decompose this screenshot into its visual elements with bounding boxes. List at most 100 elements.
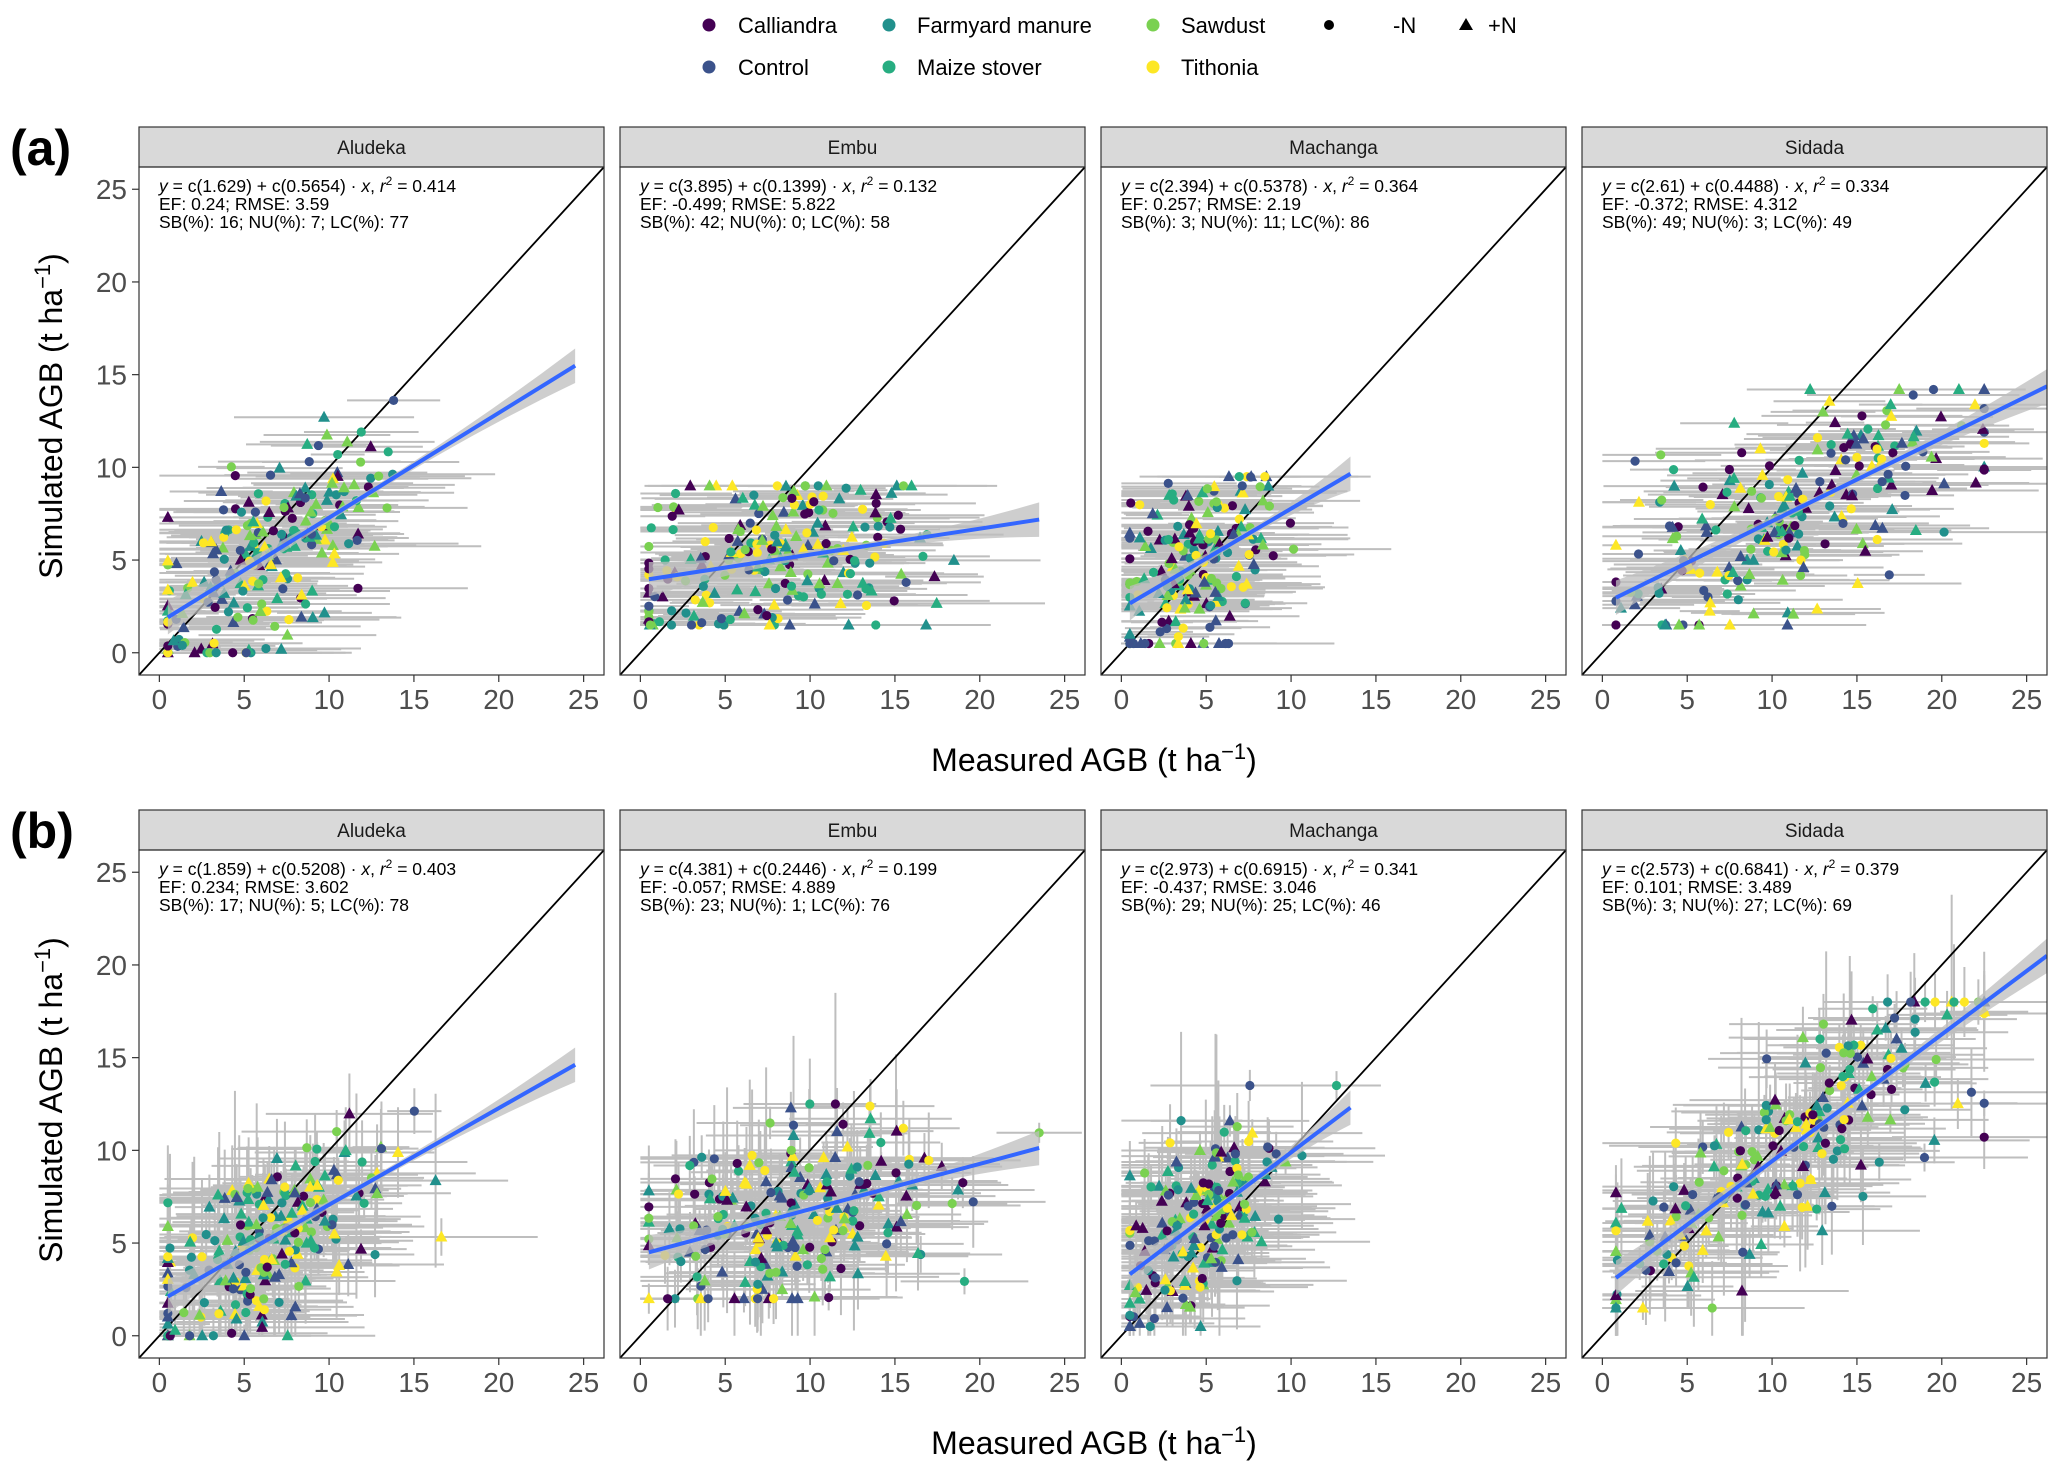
point-r1-sidada-228 [1688, 1189, 1698, 1200]
point-r1-machanga-5 [1258, 1175, 1271, 1187]
point-r0-sidada-56 [1885, 478, 1898, 490]
point-r1-aludeka-198 [161, 1220, 174, 1232]
equation-part-r0-aludeka-2: x [360, 176, 371, 196]
point-r1-sidada-73 [1906, 997, 1916, 1007]
annotation-ef-rmse-r0-aludeka: EF: 0.24; RMSE: 3.59 [159, 194, 329, 214]
point-r1-sidada-106 [1615, 1201, 1628, 1213]
equation-part-r0-sidada-1: = c(2.61) + c(0.4488) · [1611, 176, 1795, 196]
point-r0-aludeka-127 [295, 588, 308, 600]
point-r0-sidada-96 [1790, 520, 1800, 531]
point-r1-aludeka-222 [357, 1157, 367, 1167]
point-r0-sidada-171 [1852, 452, 1862, 462]
point-r1-aludeka-193 [243, 1183, 253, 1194]
equation-part-r0-embu-0: y [639, 176, 650, 196]
point-r0-embu-232 [726, 547, 736, 557]
point-r1-machanga-127 [1123, 1319, 1136, 1331]
point-r0-sidada-54 [1722, 589, 1732, 599]
point-r1-machanga-193 [1198, 1178, 1208, 1188]
point-r0-machanga-58 [1155, 627, 1165, 637]
point-r1-aludeka-132 [327, 1220, 337, 1230]
point-r0-sidada-224 [1783, 489, 1796, 501]
legend-item-control: Control [702, 55, 809, 80]
point-r1-sidada-47 [1663, 1265, 1676, 1277]
point-r0-embu-233 [861, 584, 871, 594]
point-r1-sidada-200 [1874, 1157, 1884, 1167]
point-r1-aludeka-121 [277, 1198, 287, 1208]
point-r0-sidada-112 [1703, 604, 1716, 616]
plot-area-r1-embu [620, 850, 1085, 1358]
point-r1-embu-149 [947, 1198, 957, 1209]
point-r0-embu-227 [766, 509, 779, 521]
legend-label-control: Control [738, 55, 809, 80]
point-r0-aludeka-174 [318, 410, 331, 422]
point-r0-embu-237 [787, 493, 797, 503]
annotation-sb-nu-lc-r1-embu: SB(%): 23; NU(%): 1; LC(%): 76 [640, 895, 890, 915]
point-r1-aludeka-136 [289, 1300, 302, 1312]
point-r0-embu-197 [725, 614, 735, 625]
point-r0-embu-198 [842, 589, 853, 599]
point-r1-machanga-87 [1123, 1296, 1136, 1308]
plot-area-r1-sidada [1582, 850, 2047, 1358]
point-r0-aludeka-216 [231, 525, 241, 535]
point-r0-machanga-20 [1227, 501, 1238, 511]
point-r1-machanga-158 [1232, 1276, 1242, 1286]
point-r0-sidada-142 [1926, 483, 1939, 495]
annotation-sb-nu-lc-r1-machanga: SB(%): 29; NU(%): 25; LC(%): 46 [1121, 895, 1381, 915]
point-r1-machanga-115 [1263, 1142, 1273, 1152]
point-r1-sidada-110 [1737, 1210, 1747, 1220]
point-r0-aludeka-63 [382, 503, 392, 513]
point-r0-embu-129 [928, 570, 941, 582]
point-r1-embu-54 [814, 1181, 827, 1193]
point-r0-sidada-170 [1632, 495, 1645, 507]
point-r0-machanga-131 [1193, 602, 1206, 614]
point-r0-embu-19 [854, 483, 867, 495]
y-axis-title-a: Simulated AGB (t ha−1) [30, 253, 69, 579]
equation-part-r0-embu-4: r [861, 176, 868, 196]
point-r1-aludeka-188 [265, 1253, 278, 1265]
point-r1-machanga-132 [1156, 1216, 1169, 1228]
point-r0-sidada-141 [1728, 416, 1741, 428]
point-r0-sidada-187 [1743, 568, 1756, 580]
point-r1-embu-203 [816, 1253, 826, 1264]
legend-item-tithonia: Tithonia [1146, 55, 1259, 80]
point-r1-machanga-140 [1230, 1149, 1241, 1159]
point-r1-sidada-188 [1774, 1125, 1784, 1136]
point-r0-aludeka-22 [299, 514, 312, 526]
y-tick-label-r0-aludeka-0: 0 [111, 638, 127, 669]
point-r0-embu-50 [818, 491, 828, 501]
point-r1-sidada-23 [1707, 1303, 1717, 1313]
y-tick-label-r0-aludeka-25: 25 [96, 174, 127, 205]
x-tick-label-r0-aludeka-10: 10 [313, 684, 344, 715]
point-r1-aludeka-175 [429, 1174, 442, 1186]
point-r1-aludeka-210 [354, 1242, 367, 1254]
point-r1-aludeka-227 [214, 1309, 224, 1319]
point-r1-sidada-154 [1812, 1204, 1822, 1214]
point-r1-aludeka-98 [280, 1182, 290, 1192]
point-r1-machanga-69 [1271, 1149, 1281, 1159]
x-axis-title-b-text: Measured AGB (t ha [931, 1425, 1221, 1461]
x-tick-label-r0-machanga-25: 25 [1530, 684, 1561, 715]
point-r0-aludeka-41 [341, 435, 354, 447]
point-r1-embu-78 [749, 1243, 762, 1255]
point-r0-sidada-206 [1727, 471, 1740, 483]
point-r1-aludeka-135 [318, 1169, 331, 1181]
point-r0-embu-134 [869, 506, 882, 518]
point-r0-embu-35 [654, 617, 665, 627]
point-r0-aludeka-98 [209, 638, 219, 648]
point-r0-aludeka-101 [257, 599, 267, 609]
point-r0-embu-10 [920, 618, 933, 630]
point-r0-machanga-48 [1257, 494, 1270, 506]
equation-part-r0-sidada-5: 2 [1819, 174, 1826, 188]
point-r1-sidada-143 [1659, 1202, 1669, 1212]
point-r1-sidada-203 [1810, 1099, 1823, 1111]
point-r0-machanga-37 [1185, 511, 1198, 523]
point-r1-embu-158 [737, 1292, 750, 1304]
point-r1-embu-64 [829, 1150, 842, 1162]
point-r0-embu-116 [687, 609, 700, 621]
point-r1-aludeka-138 [343, 1107, 356, 1119]
point-r1-sidada-163 [1783, 1113, 1796, 1125]
y-axis-title-a-exp: −1 [30, 264, 55, 289]
point-r0-aludeka-225 [326, 476, 339, 488]
point-r0-sidada-72 [1724, 464, 1735, 475]
point-r0-machanga-182 [1125, 638, 1135, 649]
